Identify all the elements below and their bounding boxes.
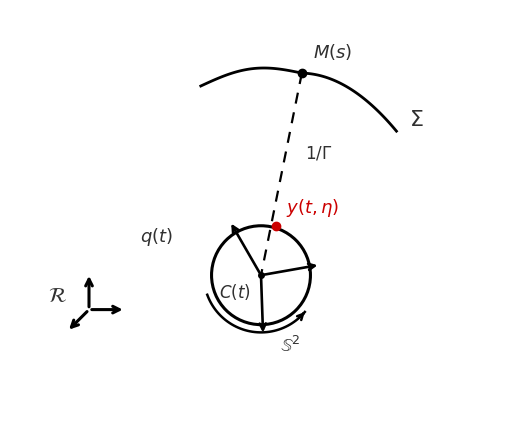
Text: $C(t)$: $C(t)$ (219, 282, 250, 302)
Text: $\Sigma$: $\Sigma$ (409, 109, 424, 132)
Text: $\mathcal{R}$: $\mathcal{R}$ (49, 287, 67, 306)
Text: $q(t)$: $q(t)$ (140, 226, 173, 248)
Text: $M(s)$: $M(s)$ (313, 42, 352, 62)
Text: $\mathbb{S}^2$: $\mathbb{S}^2$ (280, 335, 301, 356)
Text: $y(t,\eta)$: $y(t,\eta)$ (286, 197, 339, 219)
Text: $1/\Gamma$: $1/\Gamma$ (305, 145, 333, 163)
